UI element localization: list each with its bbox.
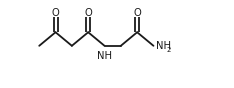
Text: 2: 2 (167, 47, 171, 53)
Text: NH: NH (156, 41, 171, 51)
Text: NH: NH (97, 51, 112, 61)
Text: O: O (52, 8, 59, 18)
Text: O: O (84, 8, 92, 18)
Text: O: O (133, 8, 141, 18)
